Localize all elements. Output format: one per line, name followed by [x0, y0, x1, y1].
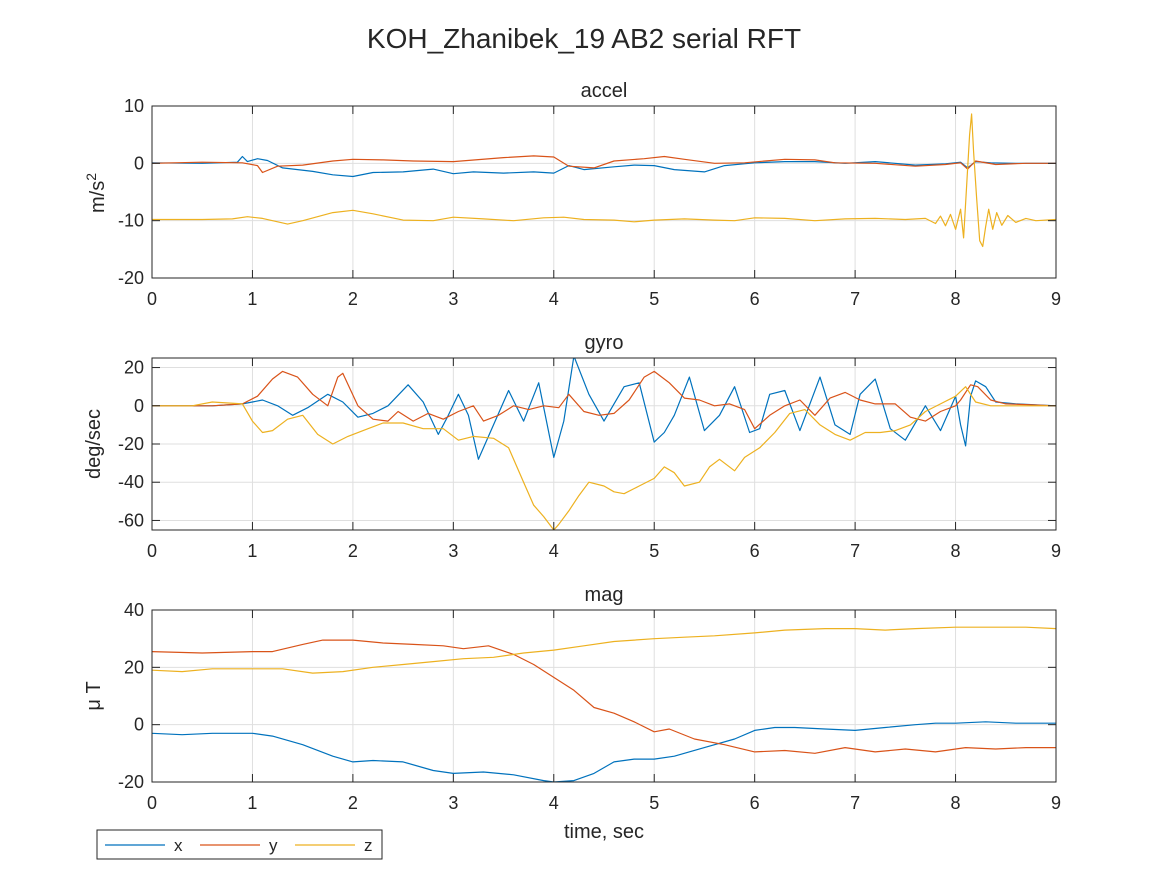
- gyro-xtick-label: 3: [448, 541, 458, 561]
- accel-ylabel: m/s2: [83, 173, 109, 213]
- mag-ytick-label: 20: [124, 657, 144, 677]
- mag-xtick-label: 3: [448, 793, 458, 813]
- mag-series-y: [152, 639, 1056, 754]
- accel-ytick-label: 10: [124, 96, 144, 116]
- mag-xtick-label: 4: [549, 793, 559, 813]
- accel-series-z: [152, 113, 1056, 248]
- mag-plot-background: [152, 610, 1056, 782]
- accel-title: accel: [581, 80, 628, 102]
- gyro-xtick-label: 4: [549, 541, 559, 561]
- accel-xtick-label: 9: [1051, 289, 1061, 309]
- mag-title: mag: [585, 584, 624, 606]
- gyro-axes: 0 1 2 3 4 5 6 7 8 9 -60 -40 -20 0 20 gyro deg/sec: [83, 332, 1061, 561]
- mag-axes-box: [151, 609, 1057, 783]
- accel-xtick-label: 8: [951, 289, 961, 309]
- gyro-xtick-label: 7: [850, 541, 860, 561]
- gyro-plot-area: 0 1 2 3 4 5 6 7 8 9 -60 -40 -20 0 20: [118, 357, 1061, 561]
- mag-series-z: [152, 626, 1056, 674]
- gyro-xtick-label: 9: [1051, 541, 1061, 561]
- mag-xtick-label: 8: [951, 793, 961, 813]
- accel-xtick-label: 4: [549, 289, 559, 309]
- accel-plot-background: [152, 106, 1056, 278]
- figure-title: KOH_Zhanibek_19 AB2 serial RFT: [367, 23, 801, 54]
- legend-label-x: x: [174, 836, 183, 855]
- mag-series-x: [152, 721, 1056, 782]
- mag-xtick-label: 2: [348, 793, 358, 813]
- mag-ytick-label: 40: [124, 600, 144, 620]
- accel-ytick-label: 0: [134, 153, 144, 173]
- gyro-ytick-label: -60: [118, 510, 144, 530]
- legend: x y z: [96, 829, 383, 860]
- mag-ytick-label: -20: [118, 772, 144, 792]
- gyro-ytick-label: 20: [124, 358, 144, 378]
- x-axis-label: time, sec: [564, 821, 644, 843]
- accel-ytick-label: -10: [118, 211, 144, 231]
- accel-ytick-label: -20: [118, 268, 144, 288]
- gyro-ytick-label: -40: [118, 472, 144, 492]
- accel-xtick-label: 1: [247, 289, 257, 309]
- mag-ylabel: μ T: [83, 681, 105, 710]
- accel-series-y: [152, 155, 1056, 174]
- gyro-xtick-label: 6: [750, 541, 760, 561]
- mag-ytick-label: 0: [134, 715, 144, 735]
- accel-axes-box: [151, 105, 1057, 279]
- gyro-xtick-label: 8: [951, 541, 961, 561]
- gyro-title: gyro: [585, 332, 624, 354]
- accel-plot-area: 0 1 2 3 4 5 6 7 8 9 -20 -10 0 10: [118, 96, 1061, 309]
- accel-xtick-label: 2: [348, 289, 358, 309]
- mag-xtick-label: 6: [750, 793, 760, 813]
- gyro-series-y: [152, 370, 1056, 430]
- accel-xtick-label: 5: [649, 289, 659, 309]
- mag-xtick-label: 9: [1051, 793, 1061, 813]
- accel-axes: 0 1 2 3 4 5 6 7 8 9 -20 -10 0 10 accel m/s2: [83, 80, 1061, 309]
- accel-xtick-label: 0: [147, 289, 157, 309]
- gyro-series-x: [152, 358, 1056, 460]
- accel-xtick-label: 6: [750, 289, 760, 309]
- mag-xtick-label: 5: [649, 793, 659, 813]
- gyro-ytick-label: -20: [118, 434, 144, 454]
- gyro-ytick-label: 0: [134, 396, 144, 416]
- mag-xtick-label: 1: [247, 793, 257, 813]
- gyro-xtick-label: 5: [649, 541, 659, 561]
- gyro-series-z: [152, 386, 1056, 530]
- accel-xtick-label: 3: [448, 289, 458, 309]
- gyro-xtick-label: 2: [348, 541, 358, 561]
- accel-xtick-label: 7: [850, 289, 860, 309]
- legend-label-z: z: [364, 836, 373, 855]
- mag-xtick-label: 0: [147, 793, 157, 813]
- mag-xtick-label: 7: [850, 793, 860, 813]
- legend-label-y: y: [269, 836, 278, 855]
- accel-series-x: [152, 155, 1056, 178]
- gyro-xtick-label: 0: [147, 541, 157, 561]
- gyro-ylabel: deg/sec: [83, 409, 105, 479]
- gyro-xtick-label: 1: [247, 541, 257, 561]
